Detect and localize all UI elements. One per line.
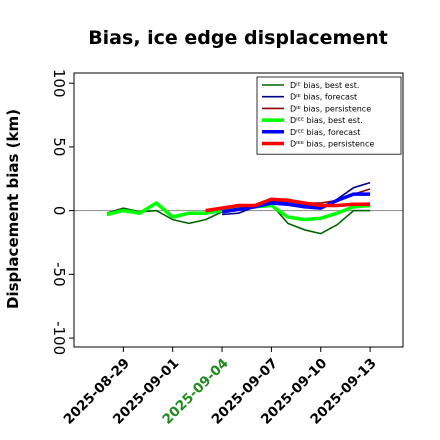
y-tick-label: 0 [50,206,68,216]
y-tick-label: 50 [50,137,68,156]
series-line-6 [205,197,371,213]
legend-label: Dᴵᴱᴱ bias, best est. [290,116,363,125]
legend-label: Dᴵᴱᴱ bias, persistence [290,140,374,149]
plot-frame [73,72,404,348]
legend: Dᴵᴱ bias, best est. Dᴵᴱ bias, forecast Dᴵᴱ… [256,76,402,155]
legend-label: Dᴵᴱ bias, persistence [290,104,371,113]
legend-label: Dᴵᴱᴱ bias, forecast [290,128,360,137]
y-tick-label: -50 [50,262,68,287]
legend-box [256,76,402,155]
legend-label: Dᴵᴱ bias, best est. [290,81,359,90]
legend-label: Dᴵᴱ bias, forecast [290,93,357,102]
y-tick-label: -100 [50,321,68,355]
chart-title: Bias, ice edge displacement [88,27,388,49]
y-tick-label: 100 [50,69,68,98]
plot-area [74,181,403,235]
series-line-5 [221,192,371,214]
y-axis-label: Displacement bias (km) [4,109,22,309]
